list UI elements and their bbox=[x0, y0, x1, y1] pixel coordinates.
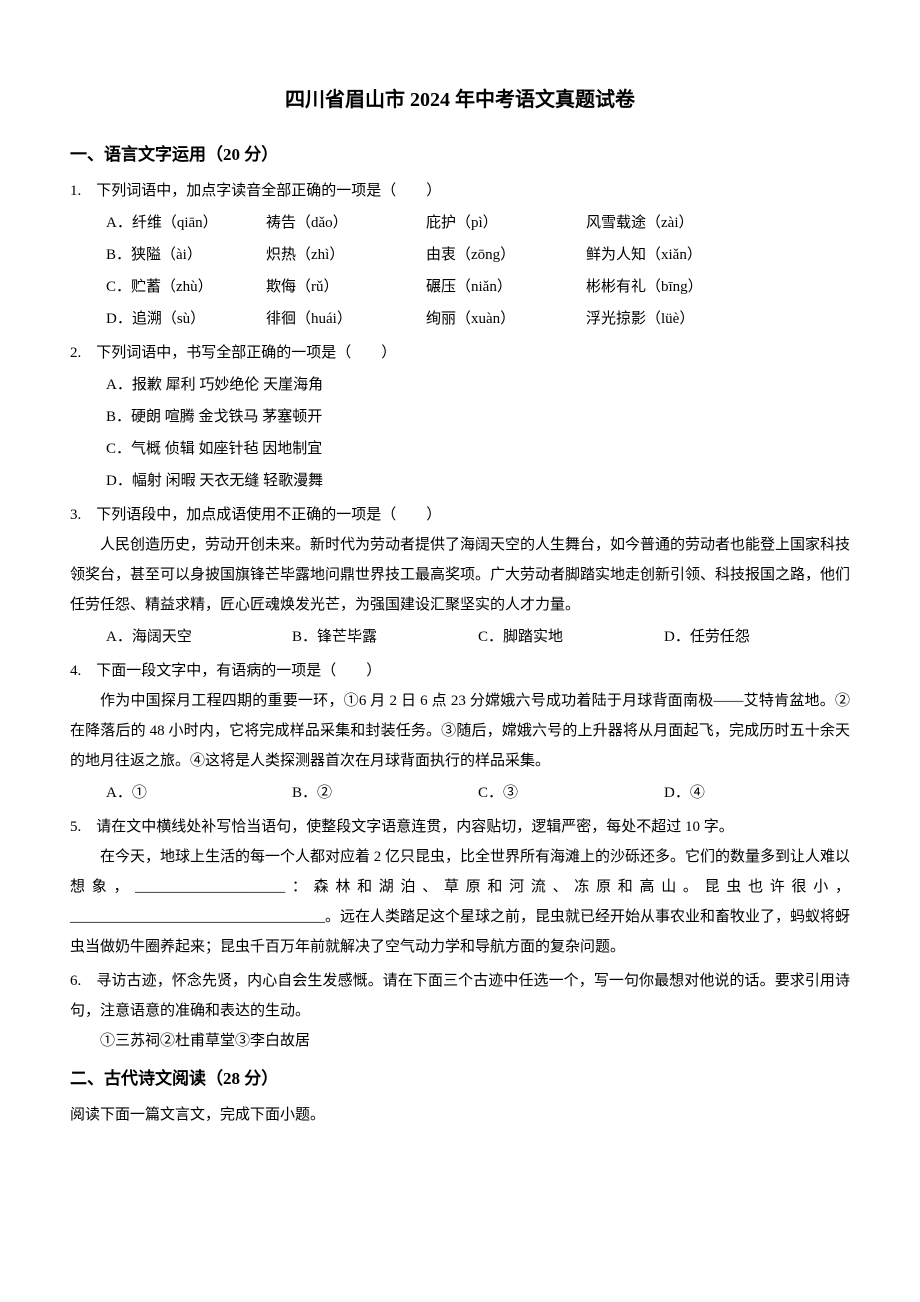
q1-a-4: 风雪载途（zài） bbox=[586, 208, 766, 238]
q3-opt-c: C．脚踏实地 bbox=[478, 622, 664, 652]
q5-mid: ：森林和湖泊、草原和河流、冻原和高山。昆虫也许很小， bbox=[285, 879, 850, 895]
section-1-header: 一、语言文字运用（20 分） bbox=[70, 138, 850, 172]
q1-c-3: 碾压（niǎn） bbox=[426, 272, 586, 302]
q1-c-2: 欺侮（rǔ） bbox=[266, 272, 426, 302]
q4-options: A．① B．② C．③ D．④ bbox=[70, 778, 850, 808]
question-2: 2. 下列词语中，书写全部正确的一项是（ ） bbox=[70, 338, 850, 368]
q1-d-3: 绚丽（xuàn） bbox=[426, 304, 586, 334]
q1-d-2: 徘徊（huái） bbox=[266, 304, 426, 334]
q3-passage: 人民创造历史，劳动开创未来。新时代为劳动者提供了海阔天空的人生舞台，如今普通的劳… bbox=[70, 530, 850, 620]
question-2-stem: 2. 下列词语中，书写全部正确的一项是（ ） bbox=[70, 345, 396, 361]
q1-option-row-d: D．追溯（sù） 徘徊（huái） 绚丽（xuàn） 浮光掠影（lüè） bbox=[70, 304, 850, 334]
q4-opt-d: D．④ bbox=[664, 778, 850, 808]
q3-opt-b: B．锋芒毕露 bbox=[292, 622, 478, 652]
q6-options: ①三苏祠②杜甫草堂③李白故居 bbox=[70, 1026, 850, 1056]
question-3: 3. 下列语段中，加点成语使用不正确的一项是（ ） bbox=[70, 500, 850, 530]
q1-c-4: 彬彬有礼（bīng） bbox=[586, 272, 766, 302]
q4-opt-b: B．② bbox=[292, 778, 478, 808]
q1-option-row-b: B．狭隘（ài） 炽热（zhì） 由衷（zōng） 鲜为人知（xiǎn） bbox=[70, 240, 850, 270]
q5-passage: 在今天，地球上生活的每一个人都对应着 2 亿只昆虫，比全世界所有海滩上的沙砾还多… bbox=[70, 842, 850, 962]
section-2-intro: 阅读下面一篇文言文，完成下面小题。 bbox=[70, 1100, 850, 1130]
q1-b-4: 鲜为人知（xiǎn） bbox=[586, 240, 766, 270]
q5-blank-2: __________________________________ bbox=[70, 909, 325, 925]
q1-b-3: 由衷（zōng） bbox=[426, 240, 586, 270]
q2-option-c: C．气概 侦辑 如座针毡 因地制宜 bbox=[70, 434, 850, 464]
q1-a-2: 祷告（dǎo） bbox=[266, 208, 426, 238]
q3-opt-a: A．海阔天空 bbox=[106, 622, 292, 652]
q3-opt-d: D．任劳任怨 bbox=[664, 622, 850, 652]
q5-blank-1: ____________________ bbox=[135, 879, 285, 895]
q1-option-row-a: A．纤维（qiān） 祷告（dǎo） 庇护（pì） 风雪载途（zài） bbox=[70, 208, 850, 238]
q1-a-3: 庇护（pì） bbox=[426, 208, 586, 238]
q1-c-1: C．贮蓄（zhù） bbox=[106, 272, 266, 302]
q4-passage: 作为中国探月工程四期的重要一环，①6 月 2 日 6 点 23 分嫦娥六号成功着… bbox=[70, 686, 850, 776]
section-2-header: 二、古代诗文阅读（28 分） bbox=[70, 1062, 850, 1096]
document-title: 四川省眉山市 2024 年中考语文真题试卷 bbox=[70, 80, 850, 120]
q3-options: A．海阔天空 B．锋芒毕露 C．脚踏实地 D．任劳任怨 bbox=[70, 622, 850, 652]
q4-opt-c: C．③ bbox=[478, 778, 664, 808]
q1-a-1: A．纤维（qiān） bbox=[106, 208, 266, 238]
q1-d-4: 浮光掠影（lüè） bbox=[586, 304, 766, 334]
question-1: 1. 下列词语中，加点字读音全部正确的一项是（ ） bbox=[70, 176, 850, 206]
question-5: 5. 请在文中横线处补写恰当语句，使整段文字语意连贯，内容贴切，逻辑严密，每处不… bbox=[70, 812, 850, 842]
q2-option-b: B．硬朗 喧腾 金戈铁马 茅塞顿开 bbox=[70, 402, 850, 432]
q2-option-a: A．报歉 犀利 巧妙绝伦 天崖海角 bbox=[70, 370, 850, 400]
question-6: 6. 寻访古迹，怀念先贤，内心自会生发感慨。请在下面三个古迹中任选一个，写一句你… bbox=[70, 966, 850, 1026]
question-3-stem: 3. 下列语段中，加点成语使用不正确的一项是（ ） bbox=[70, 507, 441, 523]
question-5-stem: 5. 请在文中横线处补写恰当语句，使整段文字语意连贯，内容贴切，逻辑严密，每处不… bbox=[70, 819, 734, 835]
question-1-stem: 1. 下列词语中，加点字读音全部正确的一项是（ ） bbox=[70, 183, 441, 199]
q1-option-row-c: C．贮蓄（zhù） 欺侮（rǔ） 碾压（niǎn） 彬彬有礼（bīng） bbox=[70, 272, 850, 302]
q2-option-d: D．幅射 闲暇 天衣无缝 轻歌漫舞 bbox=[70, 466, 850, 496]
question-4-stem: 4. 下面一段文字中，有语病的一项是（ ） bbox=[70, 663, 381, 679]
question-4: 4. 下面一段文字中，有语病的一项是（ ） bbox=[70, 656, 850, 686]
q1-b-2: 炽热（zhì） bbox=[266, 240, 426, 270]
question-6-stem: 6. 寻访古迹，怀念先贤，内心自会生发感慨。请在下面三个古迹中任选一个，写一句你… bbox=[70, 973, 850, 1019]
q1-b-1: B．狭隘（ài） bbox=[106, 240, 266, 270]
q1-d-1: D．追溯（sù） bbox=[106, 304, 266, 334]
q4-opt-a: A．① bbox=[106, 778, 292, 808]
